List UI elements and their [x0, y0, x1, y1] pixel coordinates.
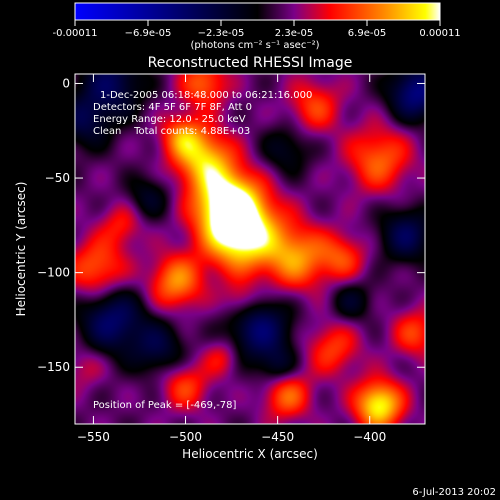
info-line-time: 1-Dec-2005 06:18:48.000 to 06:21:16.000 [100, 90, 312, 101]
colorbar-ticks: -0.00011 −6.9e-05 −2.3e-05 2.3e-05 6.9e-05 0.… [53, 20, 461, 39]
y-tick-label: −100 [37, 266, 70, 280]
colorbar-tick-label: -0.00011 [53, 28, 98, 39]
colorbar-tick-label: 0.00011 [419, 28, 460, 39]
colorbar-bar [74, 2, 441, 21]
heatmap-canvas [75, 74, 425, 424]
x-tick-label: −450 [261, 430, 294, 444]
colorbar-tick-label: −6.9e-05 [125, 28, 172, 39]
axis-ticks: −550 −500 −450 −400 0 −50 −100 −150 [37, 74, 425, 444]
colorbar-label: (photons cm⁻² s⁻¹ asec⁻²) [190, 40, 319, 51]
colorbar: -0.00011 −6.9e-05 −2.3e-05 2.3e-05 6.9e-05 0.… [53, 2, 461, 51]
plot-area: −550 −500 −450 −400 0 −50 −100 −150 [37, 73, 426, 444]
colorbar-tick-label: −2.3e-05 [198, 28, 245, 39]
x-tick-label: −550 [77, 430, 110, 444]
colorbar-tick-label: 6.9e-05 [348, 28, 386, 39]
info-line-detectors: Detectors: 4F 5F 6F 7F 8F, Att 0 [93, 102, 252, 113]
colorbar-tick-label: 2.3e-05 [275, 28, 313, 39]
x-tick-label: −500 [169, 430, 202, 444]
peak-position-label: Position of Peak = [-469,-78] [93, 400, 237, 411]
chart-title: Reconstructed RHESSI Image [148, 55, 353, 71]
y-tick-label: −150 [37, 360, 70, 374]
plot-frame [74, 73, 426, 425]
footer-timestamp: 6-Jul-2013 20:02 [412, 487, 496, 498]
x-tick-label: −400 [353, 430, 386, 444]
y-tick-label: 0 [62, 76, 70, 90]
y-tick-label: −50 [45, 171, 70, 185]
x-axis-label: Heliocentric X (arcsec) [182, 447, 318, 461]
info-line-energy: Energy Range: 12.0 - 25.0 keV [93, 114, 246, 125]
info-line-counts: Clean Total counts: 4.88E+03 [93, 126, 250, 137]
y-axis-label: Heliocentric Y (arcsec) [14, 182, 28, 317]
observation-info: 1-Dec-2005 06:18:48.000 to 06:21:16.000 … [93, 90, 312, 137]
